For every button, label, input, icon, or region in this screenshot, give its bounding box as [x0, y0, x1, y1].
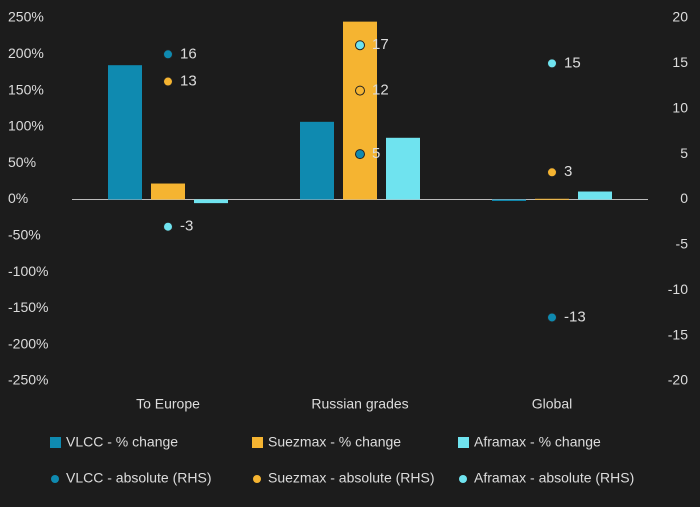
- bar: [578, 191, 612, 200]
- y-tick-label: 50%: [8, 154, 36, 170]
- dot: [547, 312, 557, 323]
- y2-tick-label: 15: [672, 54, 688, 70]
- bar: [151, 183, 185, 200]
- dot: [163, 49, 173, 60]
- y2-tick-label: -5: [676, 236, 689, 252]
- y2-tick-label: -10: [668, 281, 688, 297]
- x-tick-label: To Europe: [136, 396, 200, 412]
- dot: [547, 58, 557, 69]
- x-tick-label: Global: [532, 396, 572, 412]
- y-tick-label: 100%: [8, 118, 44, 134]
- data-label: -3: [180, 218, 193, 235]
- dot: [355, 149, 365, 160]
- x-tick-label: Russian grades: [311, 396, 408, 412]
- legend-swatch: [51, 475, 59, 483]
- dot: [355, 40, 365, 51]
- data-label: 12: [372, 82, 389, 99]
- data-label: 15: [564, 54, 581, 71]
- y-tick-label: -100%: [8, 263, 48, 279]
- y2-tick-label: -15: [668, 326, 688, 342]
- y-tick-label: 0%: [8, 190, 28, 206]
- dot: [163, 76, 173, 87]
- bar: [343, 21, 377, 200]
- legend-swatch: [253, 475, 261, 483]
- y-tick-label: -250%: [8, 372, 48, 388]
- y2-tick-label: 10: [672, 99, 688, 115]
- data-label: 13: [180, 72, 197, 89]
- bar: [194, 199, 228, 204]
- y2-tick-label: 5: [680, 145, 688, 161]
- legend-label: VLCC - absolute (RHS): [66, 470, 212, 486]
- legend-label: Aframax - absolute (RHS): [474, 470, 634, 486]
- y-tick-label: 250%: [8, 9, 44, 25]
- y-tick-label: -200%: [8, 335, 48, 351]
- legend-swatch: [458, 437, 469, 448]
- legend-swatch: [50, 437, 61, 448]
- dot: [547, 167, 557, 178]
- dot: [163, 221, 173, 232]
- y2-tick-label: -20: [668, 372, 688, 388]
- y-tick-label: 150%: [8, 81, 44, 97]
- bar: [300, 121, 334, 200]
- y-tick-label: -150%: [8, 299, 48, 315]
- bar: [108, 65, 142, 200]
- legend-label: Suezmax - absolute (RHS): [268, 470, 435, 486]
- y2-tick-label: 20: [672, 9, 688, 25]
- y2-tick-label: 0: [680, 190, 688, 206]
- data-label: -13: [564, 308, 586, 325]
- y-tick-label: 200%: [8, 45, 44, 61]
- data-label: 3: [564, 163, 572, 180]
- legend-label: Aframax - % change: [474, 434, 601, 450]
- legend-label: Suezmax - % change: [268, 434, 401, 450]
- legend-swatch: [252, 437, 263, 448]
- legend-swatch: [459, 475, 467, 483]
- data-label: 5: [372, 145, 380, 162]
- legend-label: VLCC - % change: [66, 434, 178, 450]
- dot: [355, 85, 365, 96]
- bar: [386, 137, 420, 200]
- bar: [535, 198, 569, 200]
- data-label: 17: [372, 36, 389, 53]
- bar: [492, 199, 526, 201]
- data-label: 16: [180, 45, 197, 62]
- y-tick-label: -50%: [8, 227, 41, 243]
